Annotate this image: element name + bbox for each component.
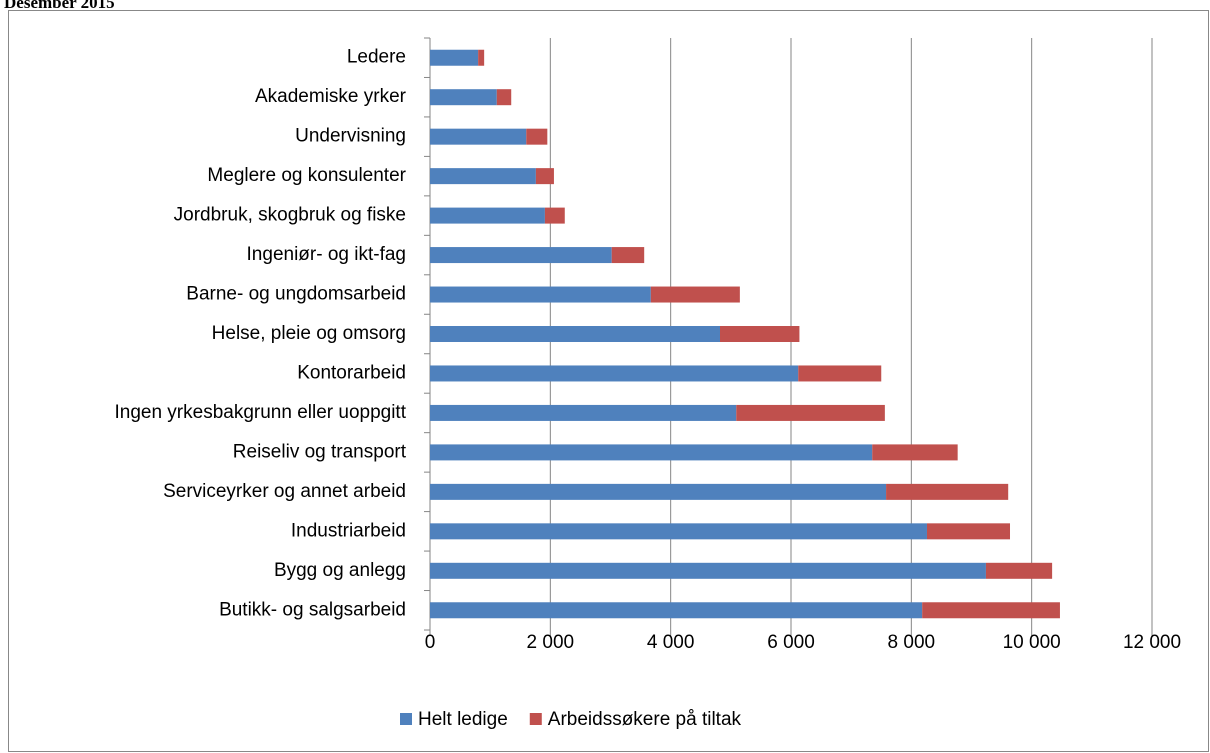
- x-tick-label: 10 000: [1003, 632, 1061, 653]
- bar: [430, 49, 479, 66]
- bar: [926, 523, 1011, 540]
- bar: [430, 168, 536, 185]
- bar: [430, 128, 527, 145]
- legend-label: Arbeidssøkere på tiltak: [548, 709, 742, 730]
- y-tick-label: Undervisning: [295, 126, 406, 147]
- bar: [430, 483, 887, 500]
- y-tick-label: Ingeniør- og ikt-fag: [247, 244, 406, 265]
- y-tick-label: Helse, pleie og omsorg: [212, 323, 406, 344]
- y-tick-label: Serviceyrker og annet arbeid: [163, 481, 406, 502]
- legend-swatch: [529, 713, 542, 725]
- bar: [430, 365, 799, 382]
- y-tick-label: Meglere og konsulenter: [207, 165, 406, 186]
- x-tick-label: 2 000: [527, 632, 575, 653]
- bar: [544, 207, 565, 224]
- legend-swatch: [400, 713, 412, 725]
- bar: [526, 128, 548, 145]
- bar: [535, 168, 554, 185]
- y-tick-label: Reiseliv og transport: [233, 441, 407, 462]
- y-tick-label: Ledere: [347, 47, 406, 68]
- x-tick-label: 0: [425, 632, 436, 653]
- bar: [798, 365, 882, 382]
- bar: [736, 404, 885, 421]
- bar: [720, 326, 800, 342]
- x-tick-label: 6 000: [767, 632, 815, 653]
- bar: [650, 286, 740, 303]
- bar: [430, 286, 651, 303]
- bar: [430, 523, 927, 540]
- bar: [886, 483, 1009, 500]
- bar: [430, 404, 737, 421]
- bar: [478, 49, 485, 66]
- bar: [496, 89, 512, 106]
- y-tick-label: Jordbruk, skogbruk og fiske: [174, 205, 406, 226]
- legend-label: Helt ledige: [418, 709, 508, 730]
- bar: [430, 602, 923, 619]
- bar: [430, 247, 612, 264]
- bar: [430, 444, 873, 461]
- y-tick-label: Akademiske yrker: [255, 86, 407, 107]
- bar: [611, 247, 645, 264]
- bar: [872, 444, 958, 461]
- bar: [985, 562, 1053, 579]
- y-tick-label: Ingen yrkesbakgrunn eller uoppgitt: [114, 402, 406, 423]
- chart-title: Desember 2015: [4, 0, 115, 12]
- y-tick-label: Industriarbeid: [291, 520, 406, 541]
- x-tick-label: 4 000: [647, 632, 695, 653]
- bar: [430, 207, 545, 224]
- x-tick-label: 8 000: [888, 632, 936, 653]
- bar: [922, 602, 1060, 619]
- y-tick-label: Bygg og anlegg: [274, 560, 406, 581]
- bar: [430, 562, 986, 579]
- bar: [430, 89, 497, 106]
- x-tick-label: 12 000: [1123, 632, 1181, 653]
- y-tick-label: Kontorarbeid: [297, 362, 406, 383]
- y-tick-label: Barne- og ungdomsarbeid: [186, 284, 406, 305]
- y-tick-label: Butikk- og salgsarbeid: [219, 599, 406, 620]
- bar: [430, 326, 721, 342]
